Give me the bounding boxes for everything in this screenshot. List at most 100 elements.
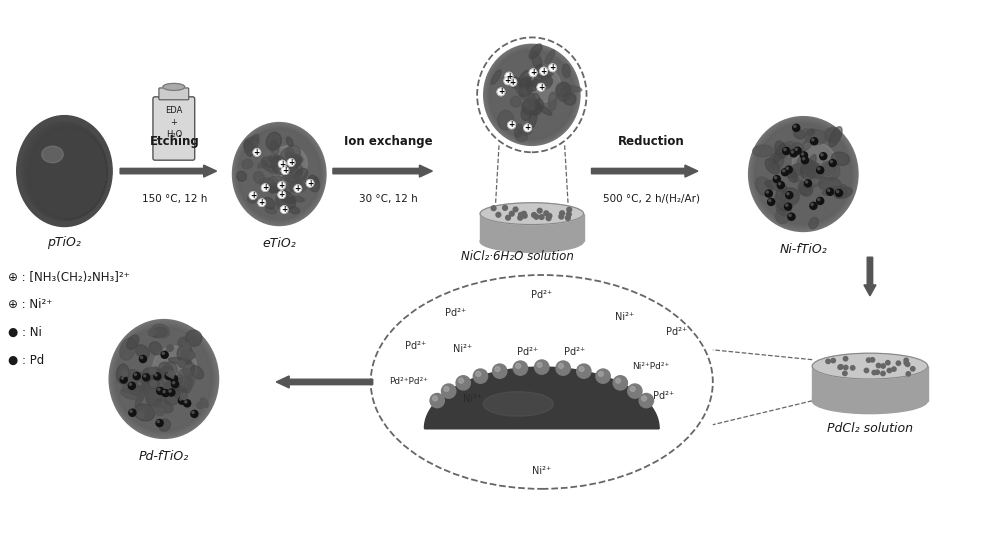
Ellipse shape xyxy=(805,160,823,179)
Circle shape xyxy=(172,376,174,379)
Ellipse shape xyxy=(28,127,107,219)
Circle shape xyxy=(790,150,797,157)
Ellipse shape xyxy=(518,70,532,87)
Circle shape xyxy=(781,169,789,176)
Ellipse shape xyxy=(541,77,552,86)
Circle shape xyxy=(786,204,788,206)
Circle shape xyxy=(800,152,808,159)
Text: +: + xyxy=(279,159,285,169)
Circle shape xyxy=(870,357,875,362)
Ellipse shape xyxy=(237,128,322,221)
Ellipse shape xyxy=(755,123,852,225)
Ellipse shape xyxy=(185,330,202,346)
Ellipse shape xyxy=(127,335,139,349)
Ellipse shape xyxy=(178,337,189,347)
Circle shape xyxy=(791,151,793,153)
Circle shape xyxy=(540,67,548,75)
Ellipse shape xyxy=(267,183,283,192)
Circle shape xyxy=(544,211,549,216)
Circle shape xyxy=(433,396,438,401)
Circle shape xyxy=(496,213,501,217)
Circle shape xyxy=(495,366,500,371)
Circle shape xyxy=(838,365,842,370)
Circle shape xyxy=(811,138,818,145)
Ellipse shape xyxy=(262,157,277,168)
Ellipse shape xyxy=(765,180,787,190)
Circle shape xyxy=(598,371,603,376)
Circle shape xyxy=(820,153,827,160)
Circle shape xyxy=(150,381,157,387)
Circle shape xyxy=(802,153,804,155)
Ellipse shape xyxy=(171,375,183,390)
Circle shape xyxy=(826,359,830,364)
Ellipse shape xyxy=(484,44,580,145)
Ellipse shape xyxy=(790,168,804,181)
Ellipse shape xyxy=(136,345,149,358)
Circle shape xyxy=(785,166,792,173)
Ellipse shape xyxy=(516,82,527,93)
Ellipse shape xyxy=(285,145,300,162)
Ellipse shape xyxy=(266,132,281,150)
FancyArrow shape xyxy=(276,376,373,388)
Circle shape xyxy=(785,203,792,210)
Ellipse shape xyxy=(150,369,169,379)
Circle shape xyxy=(171,381,179,388)
Ellipse shape xyxy=(532,79,541,87)
Text: Pd²⁺: Pd²⁺ xyxy=(564,347,585,357)
Ellipse shape xyxy=(289,206,300,214)
Text: eTiO₂: eTiO₂ xyxy=(262,238,296,250)
Circle shape xyxy=(518,215,523,220)
Circle shape xyxy=(795,148,797,150)
Ellipse shape xyxy=(822,163,840,180)
Ellipse shape xyxy=(242,159,253,169)
Circle shape xyxy=(789,214,791,216)
Circle shape xyxy=(519,213,523,217)
Circle shape xyxy=(579,366,584,371)
Circle shape xyxy=(566,212,571,216)
Circle shape xyxy=(778,183,781,185)
Ellipse shape xyxy=(819,178,841,191)
Ellipse shape xyxy=(754,122,853,226)
Ellipse shape xyxy=(520,89,531,101)
Ellipse shape xyxy=(519,83,532,97)
Circle shape xyxy=(158,388,160,391)
Text: +: + xyxy=(281,205,287,214)
Circle shape xyxy=(189,352,195,359)
Ellipse shape xyxy=(519,78,530,90)
Text: 30 °C, 12 h: 30 °C, 12 h xyxy=(359,194,418,204)
Circle shape xyxy=(138,411,144,418)
Circle shape xyxy=(839,365,843,369)
Circle shape xyxy=(280,205,288,214)
Ellipse shape xyxy=(749,117,858,231)
Ellipse shape xyxy=(798,181,813,196)
Ellipse shape xyxy=(792,143,836,183)
Circle shape xyxy=(121,377,123,379)
Text: +: + xyxy=(525,123,531,132)
Text: ⊕ : Ni²⁺: ⊕ : Ni²⁺ xyxy=(8,298,52,311)
Text: +: + xyxy=(278,181,285,190)
Circle shape xyxy=(537,83,545,92)
Circle shape xyxy=(639,393,653,408)
Circle shape xyxy=(803,158,805,160)
Ellipse shape xyxy=(834,188,852,199)
Ellipse shape xyxy=(545,50,555,64)
Circle shape xyxy=(577,364,591,379)
Text: +: + xyxy=(530,68,536,77)
Text: Pd²⁺: Pd²⁺ xyxy=(531,290,552,300)
Text: Pd²⁺: Pd²⁺ xyxy=(653,391,675,401)
Ellipse shape xyxy=(248,194,257,203)
Ellipse shape xyxy=(258,160,267,168)
Circle shape xyxy=(473,369,488,384)
Ellipse shape xyxy=(177,368,195,388)
Ellipse shape xyxy=(291,155,301,164)
Circle shape xyxy=(892,367,896,371)
Ellipse shape xyxy=(135,372,155,387)
Ellipse shape xyxy=(805,129,828,144)
Circle shape xyxy=(128,382,135,390)
Text: +: + xyxy=(549,63,556,72)
Circle shape xyxy=(769,199,771,201)
Ellipse shape xyxy=(159,419,170,431)
Circle shape xyxy=(817,166,824,174)
Circle shape xyxy=(774,176,777,179)
Ellipse shape xyxy=(489,50,575,140)
